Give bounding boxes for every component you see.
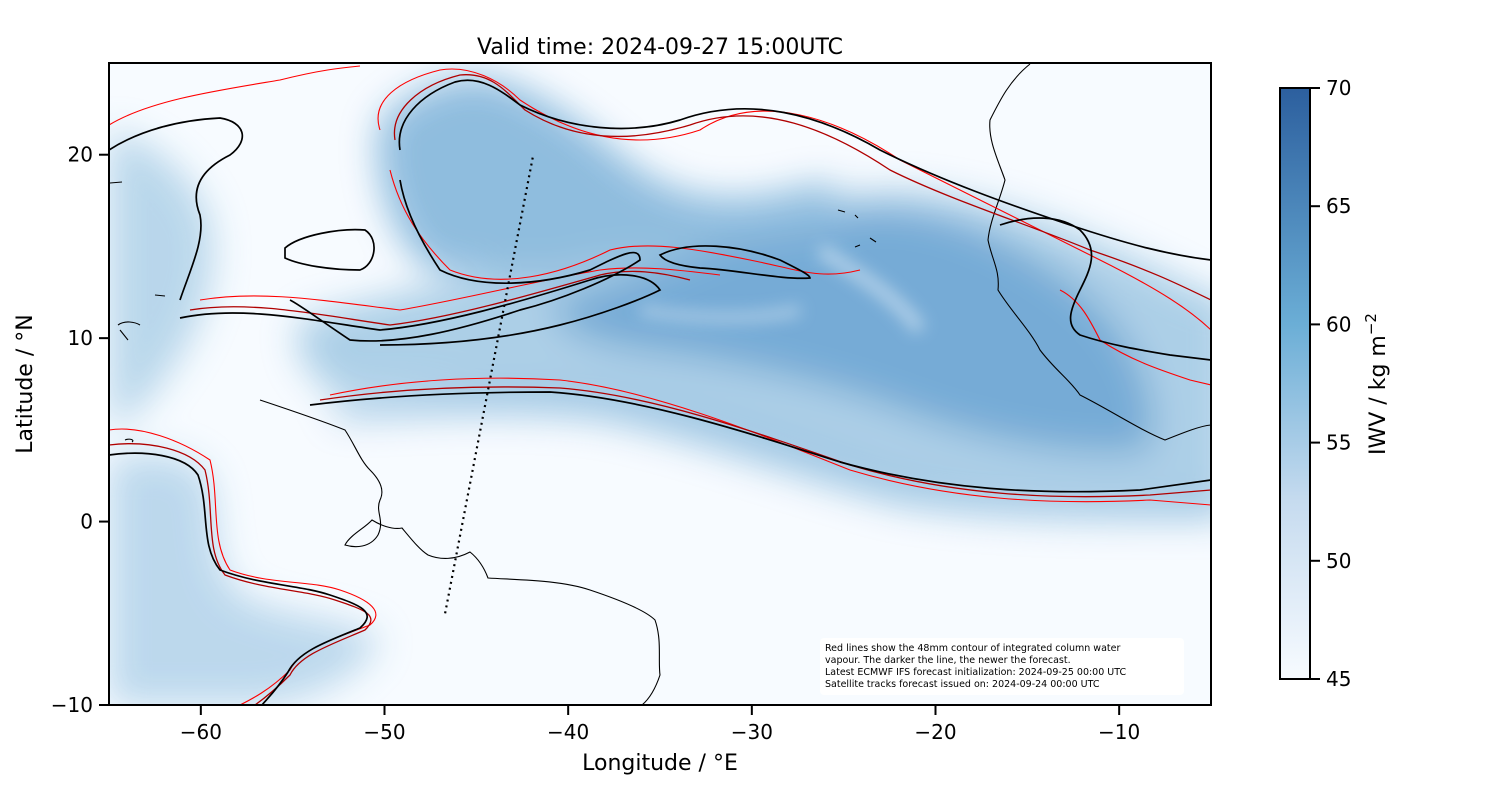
x-tick-label: −30: [731, 720, 773, 744]
contour-red-east: [1059, 289, 1211, 386]
y-axis-label: Latitude / °N: [13, 314, 38, 453]
africa-coast: [987, 63, 1211, 441]
moisture-band-middle: [330, 383, 1211, 520]
contours-newest: [109, 79, 1211, 705]
contour-red-inner: [389, 169, 861, 280]
contour-black-east: [999, 217, 1211, 361]
contour-black-verde: [658, 245, 811, 280]
contour-black-west: [109, 452, 368, 705]
moisture-west: [109, 130, 213, 430]
iwv-field: [109, 76, 1211, 705]
x-tick-label: −60: [180, 720, 222, 744]
colorbar-tick-label: 65: [1326, 194, 1351, 218]
y-tick-label: 10: [68, 326, 93, 350]
coastlines: [109, 63, 1211, 705]
contour-black-middle: [179, 273, 662, 346]
contour-red-south: [329, 377, 1211, 506]
colorbar-tick-label: 55: [1326, 431, 1351, 455]
x-tick-label: −50: [363, 720, 405, 744]
x-axis-label: Longitude / °E: [582, 751, 738, 776]
y-axis: −10 0 10 20: [51, 143, 109, 717]
contour-darkred-north: [393, 74, 1211, 301]
colorbar-tick-label: 70: [1326, 76, 1351, 100]
annotation-line-2: vapour. The darker the line, the newer t…: [825, 655, 1071, 666]
colorbar-ticks: 45 50 55 60 65 70: [1310, 76, 1351, 691]
contour-black-inner: [289, 179, 641, 342]
caribbean-islands: [109, 181, 166, 443]
colorbar-tick-label: 45: [1326, 667, 1351, 691]
colorbar-label-exponent: −2: [1362, 313, 1380, 335]
contour-darkred-middle: [189, 270, 691, 326]
contour-red-middle: [199, 267, 721, 311]
south-america-coast: [259, 399, 661, 705]
annotation-box: Red lines show the 48mm contour of integ…: [820, 638, 1184, 695]
moisture-core-east: [554, 209, 1153, 453]
colorbar-label-main: IWV / kg m: [1366, 335, 1391, 455]
colorbar: 45 50 55 60 65 70 IWV / kg m−2: [1279, 76, 1391, 691]
x-tick-label: −10: [1098, 720, 1140, 744]
plot-frame: [108, 62, 1212, 706]
dry-filament-2: [639, 305, 802, 323]
colorbar-label: IWV / kg m−2: [1362, 313, 1391, 455]
x-axis: −60 −50 −40 −30 −20 −10: [180, 705, 1140, 744]
x-tick-label: −40: [547, 720, 589, 744]
moisture-tongue: [377, 76, 840, 275]
y-tick-label: 0: [80, 510, 93, 534]
colorbar-tick-label: 60: [1326, 312, 1351, 336]
contour-darkred-west: [109, 443, 372, 705]
contour-darkred-south: [319, 386, 1211, 498]
dry-filament: [816, 244, 926, 335]
cape-verde: [837, 209, 877, 248]
moisture-southwest: [109, 454, 380, 705]
contour-black-south: [309, 391, 1211, 493]
map-area: Red lines show the 48mm contour of integ…: [109, 63, 1211, 705]
contours-mid: [109, 74, 1211, 705]
contour-black-westcoast: [109, 117, 244, 301]
y-tick-label: 20: [68, 143, 93, 167]
annotation-background: [820, 638, 1184, 695]
annotation-line-3: Latest ECMWF IFS forecast initialization…: [825, 667, 1126, 678]
x-tick-label: −20: [914, 720, 956, 744]
y-tick-label: −10: [51, 693, 93, 717]
contour-black-island: [284, 228, 375, 271]
annotation-line-1: Red lines show the 48mm contour of integ…: [825, 643, 1120, 654]
annotation-line-4: Satellite tracks forecast issued on: 202…: [825, 679, 1100, 690]
iwv-contours: [109, 65, 1211, 705]
colorbar-tick-label: 50: [1326, 549, 1351, 573]
chart-title: Valid time: 2024-09-27 15:00UTC: [477, 35, 843, 60]
colorbar-gradient: [1279, 87, 1311, 680]
